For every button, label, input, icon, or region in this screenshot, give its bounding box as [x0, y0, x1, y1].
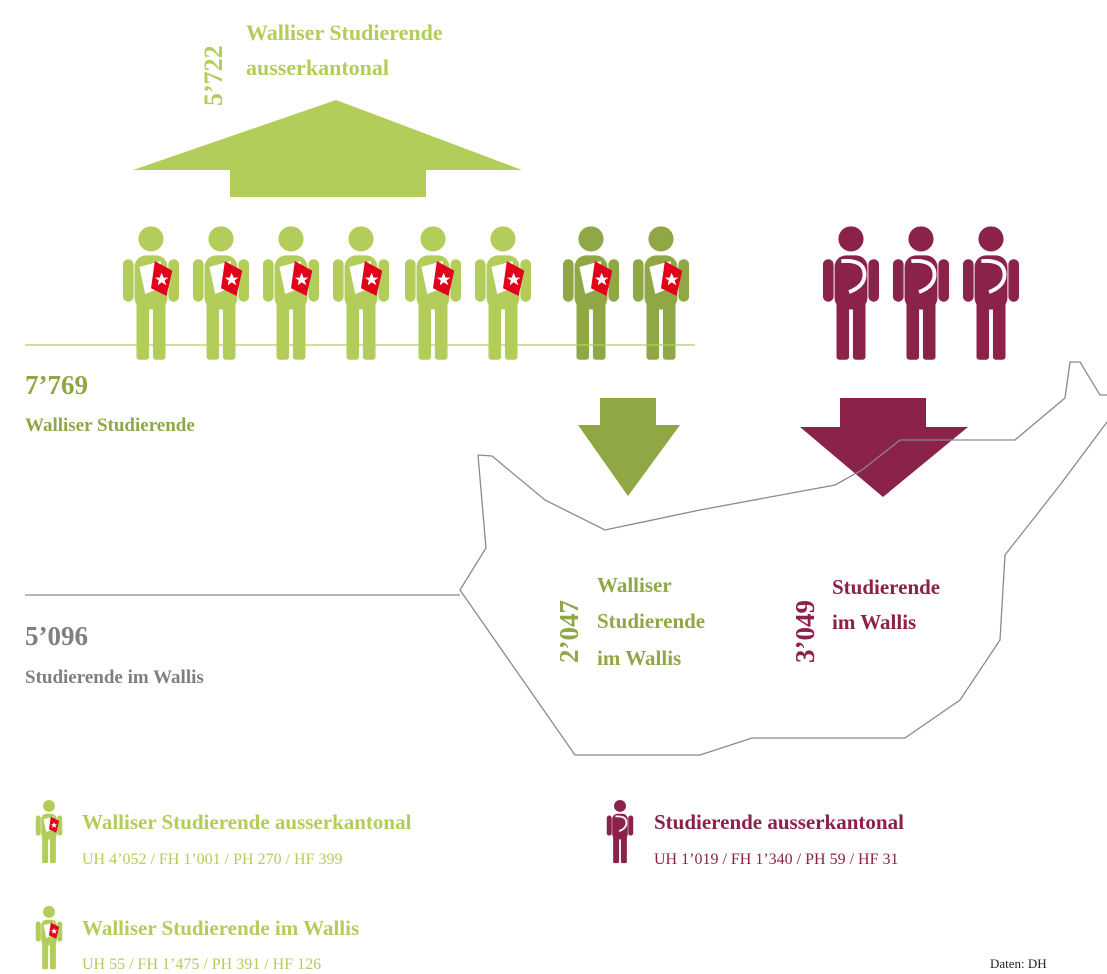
- up-arrow: [133, 100, 522, 197]
- in-walliser-label: im Wallis: [597, 646, 681, 670]
- legend-detail: UH 1’019 / FH 1’340 / PH 59 / HF 31: [654, 851, 898, 868]
- legend-detail: UH 55 / FH 1’475 / PH 391 / HF 126: [82, 956, 321, 973]
- in-walliser-value: 2’047: [554, 600, 584, 663]
- figures: [122, 226, 1020, 360]
- in-walliser-label: Walliser: [597, 573, 672, 597]
- total-walliser-label: Walliser Studierende: [25, 415, 195, 436]
- total-walliser-value: 7’769: [25, 370, 88, 400]
- legend-detail: UH 4’052 / FH 1’001 / PH 270 / HF 399: [82, 851, 342, 868]
- down-arrow: [578, 398, 680, 496]
- flow-out-value: 5’722: [199, 45, 228, 106]
- total-wallis-value: 5’096: [25, 621, 88, 651]
- map-outline: [477, 361, 1107, 531]
- in-other-label: Studierende: [832, 575, 940, 599]
- total-wallis-label: Studierende im Wallis: [25, 667, 204, 688]
- down-arrow: [800, 398, 968, 497]
- legend: Walliser Studierende ausserkantonal UH 4…: [35, 800, 904, 973]
- legend-title: Studierende ausserkantonal: [654, 810, 904, 834]
- in-other-label: im Wallis: [832, 610, 916, 634]
- map-outline: [459, 421, 1107, 756]
- in-other-value: 3’049: [790, 600, 820, 663]
- legend-title: Walliser Studierende im Wallis: [82, 916, 359, 940]
- flow-out-label: ausserkantonal: [246, 55, 389, 80]
- flow-out-label: Walliser Studierende: [246, 20, 443, 45]
- legend-title: Walliser Studierende ausserkantonal: [82, 810, 412, 834]
- source: Daten: DH: [990, 956, 1047, 971]
- in-walliser-label: Studierende: [597, 609, 705, 633]
